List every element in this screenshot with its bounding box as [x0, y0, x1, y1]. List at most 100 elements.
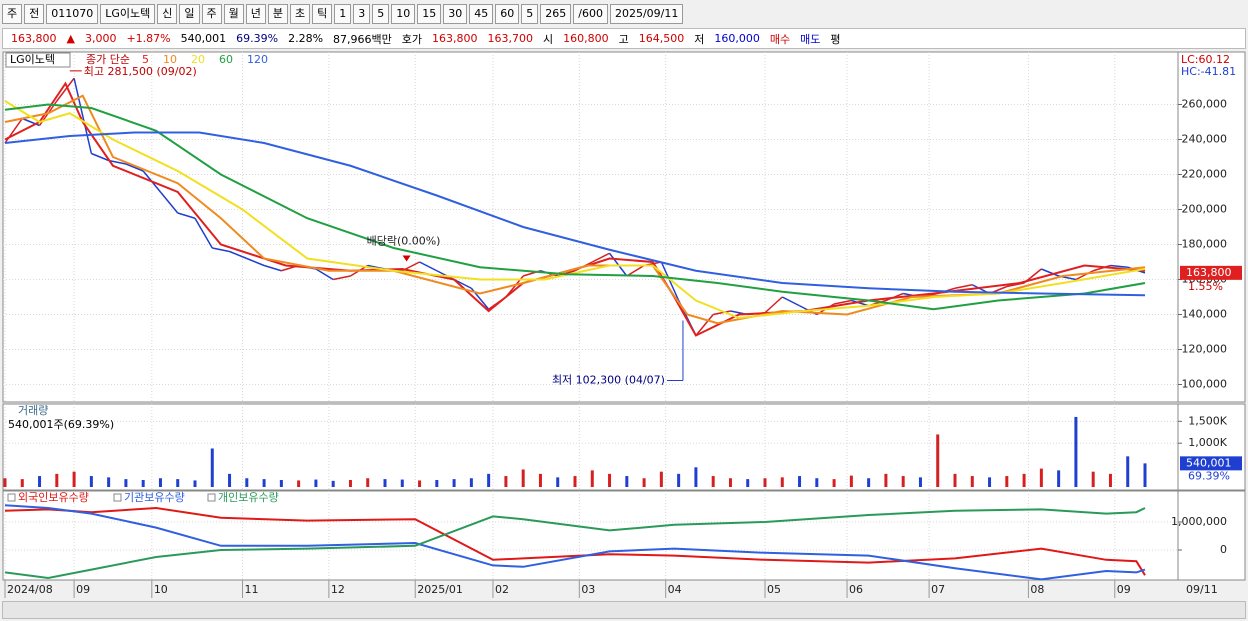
volume-bar [487, 473, 491, 487]
y-tick-label: 260,000 [1182, 98, 1228, 111]
price-segment [108, 159, 127, 165]
volume-bar [849, 475, 853, 487]
quote-item: 3,000 [84, 32, 117, 45]
y-tick-label: 0 [1220, 543, 1227, 556]
toolbar-button[interactable]: 45 [469, 4, 494, 24]
toolbar-button[interactable]: 10 [391, 4, 416, 24]
volume-bar [780, 477, 784, 487]
legend-box [5, 52, 71, 68]
legend-title: 종가 단순 [86, 53, 130, 66]
toolbar-button[interactable]: 5 [372, 4, 390, 24]
x-tick-label: 12 [331, 583, 345, 596]
quote-item: 164,500 [638, 32, 685, 45]
x-tick-label: 2025/01 [417, 583, 463, 596]
x-tick-label: 05 [767, 583, 781, 596]
volume-bar [918, 477, 922, 487]
volume-bar [1108, 473, 1112, 487]
toolbar-button[interactable]: 전 [24, 4, 45, 24]
volume-bar [538, 473, 542, 487]
legend-entry: 5 [142, 53, 149, 66]
volume-bar [642, 478, 646, 487]
toolbar-button[interactable]: 5 [521, 4, 539, 24]
volume-bar [279, 479, 283, 487]
toolbar-button[interactable]: 15 [417, 4, 442, 24]
panel [2, 403, 1179, 491]
toolbar-button[interactable]: 주 [2, 4, 23, 24]
volume-bar [728, 478, 732, 487]
toolbar-button[interactable]: 분 [267, 4, 289, 24]
y-tick-label: 240,000 [1182, 133, 1228, 146]
last-volume-tag [1180, 456, 1242, 471]
volume-bar [953, 473, 957, 487]
last-volume-label: 540,001 [1186, 456, 1232, 469]
volume-bar [469, 478, 473, 487]
toolbar-button[interactable]: 011070 [46, 4, 99, 24]
toolbar-button[interactable]: 265 [540, 4, 572, 24]
toolbar-button[interactable]: LG이노텍 [100, 4, 156, 24]
toolbar-button[interactable]: 30 [443, 4, 468, 24]
quote-item: 매수 [769, 32, 791, 46]
toolbar-button[interactable]: 틱 [312, 4, 333, 24]
panel [2, 51, 1179, 403]
y-tick-label: 120,000 [1182, 343, 1228, 356]
y-tick-label: 1,500K [1188, 414, 1227, 427]
price-segment [1092, 264, 1111, 272]
x-tick-label: 10 [154, 583, 168, 596]
toolbar-button[interactable]: 일 [179, 4, 200, 24]
x-tick-label: 08 [1030, 583, 1044, 596]
toolbar-button[interactable]: 신 [157, 4, 178, 24]
toolbar-button[interactable]: 초 [290, 4, 311, 24]
volume-bar [1091, 471, 1095, 487]
y-tick-label: 220,000 [1182, 168, 1228, 181]
volume-bar [331, 480, 335, 487]
quote-item: +1.87% [126, 32, 171, 45]
volume-bar [158, 478, 162, 487]
annotation-marker [402, 255, 411, 262]
y-tick-label: 140,000 [1182, 308, 1228, 321]
legend-swatch [7, 493, 16, 502]
toolbar-button[interactable]: 2025/09/11 [609, 4, 684, 24]
price-segment [1041, 268, 1059, 277]
quote-item: 시 [543, 32, 554, 46]
series-line [4, 131, 1146, 297]
volume-bar [867, 478, 871, 487]
y-tick-label: 180,000 [1182, 238, 1228, 251]
last-price-tag [1180, 265, 1242, 280]
x-tick-label: 09 [76, 583, 90, 596]
legend-swatch [207, 493, 216, 502]
volume-bar [418, 480, 422, 487]
volume-bar [55, 473, 59, 487]
price-segment [263, 264, 282, 272]
scrollbar[interactable] [2, 601, 1246, 619]
price-segment [954, 284, 973, 289]
price-segment [764, 296, 783, 314]
volume-bar [1074, 416, 1078, 487]
volume-bar [383, 479, 387, 487]
volume-bar [625, 476, 629, 487]
legend-entry: 기관보유수량 [124, 491, 185, 504]
quote-item: 69.39% [236, 32, 279, 45]
toolbar-button[interactable]: 1 [334, 4, 352, 24]
volume-bar [38, 476, 42, 487]
quote-item: 160,000 [714, 32, 760, 45]
volume-bar [1005, 476, 1009, 487]
price-segment [56, 77, 75, 102]
volume-bar [504, 476, 508, 487]
toolbar-button[interactable]: 3 [353, 4, 371, 24]
series-line [4, 103, 1146, 311]
toolbar-button[interactable]: 월 [223, 4, 244, 24]
volume-bar [297, 480, 301, 487]
toolbar-button[interactable]: 년 [245, 4, 266, 24]
x-tick-label: 02 [495, 583, 509, 596]
volume-bar [400, 479, 404, 487]
toolbar-button[interactable]: /600 [573, 4, 608, 24]
quote-item: 2.28% [288, 32, 324, 45]
legend-swatch [113, 493, 122, 502]
toolbar-button[interactable]: 60 [495, 4, 520, 24]
volume-bar [228, 473, 232, 487]
price-segment [315, 268, 334, 281]
volume-bar [901, 476, 905, 487]
toolbar-button[interactable]: 주 [201, 4, 222, 24]
series-line [4, 507, 1146, 580]
volume-bar [141, 479, 145, 487]
